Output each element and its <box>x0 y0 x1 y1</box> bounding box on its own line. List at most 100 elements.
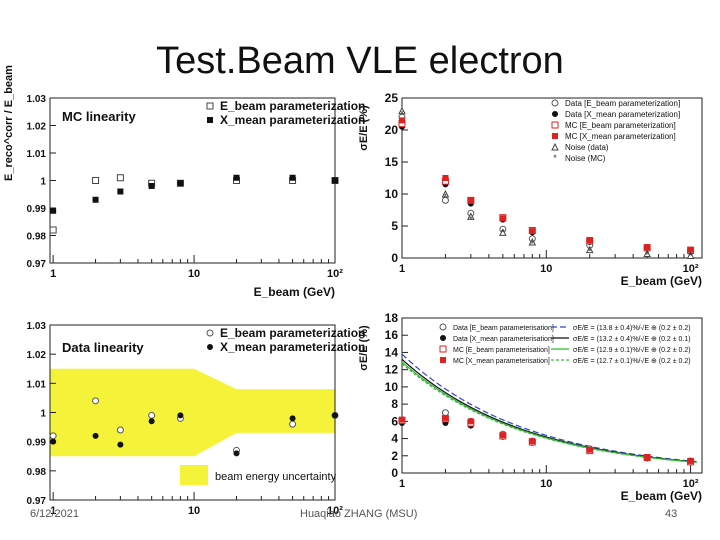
data-point: * <box>588 247 592 257</box>
data-point <box>441 189 450 198</box>
y-tick-label: 2 <box>391 449 398 463</box>
data-point <box>233 174 240 181</box>
chart-title: Data linearity <box>62 340 144 355</box>
legend-label: Data [X_mean parameterisation] <box>453 336 554 343</box>
x-axis-label: E_beam (GeV) <box>621 489 702 503</box>
data-point <box>332 177 338 184</box>
data-point <box>442 175 449 181</box>
y-axis-label: σE/E (%) <box>358 325 370 371</box>
legend-label: E_beam parameterization <box>220 326 365 340</box>
data-point <box>289 174 296 181</box>
data-point: * <box>469 215 473 225</box>
y-tick-label: 1.03 <box>27 321 47 332</box>
data-point <box>687 246 694 253</box>
data-point <box>117 188 124 195</box>
legend-label: E_beam parameterization <box>220 99 365 113</box>
x-tick-label: 10 <box>540 478 552 490</box>
data-point <box>117 441 124 448</box>
y-tick-label: 20 <box>385 123 399 137</box>
data-point <box>442 414 449 421</box>
x-axis-label: E_beam (GeV) <box>254 285 335 299</box>
band-legend-swatch <box>180 465 208 485</box>
data-point: * <box>501 227 505 237</box>
data-point <box>467 212 475 220</box>
y-tick-label: 14 <box>385 345 399 359</box>
data-point <box>467 418 474 425</box>
x-tick-label: 1 <box>399 478 405 490</box>
data-point <box>529 438 536 445</box>
legend-marker <box>207 117 213 123</box>
beam-uncertainty-band <box>50 368 335 457</box>
x-tick-label: 1 <box>50 268 56 280</box>
legend-marker <box>440 335 446 341</box>
y-tick-label: 0.97 <box>27 496 47 507</box>
x-tick-label: 1 <box>50 505 56 517</box>
y-tick-label: 1.03 <box>27 94 47 105</box>
data-point <box>92 432 99 439</box>
plot-frame <box>401 317 703 474</box>
y-tick-label: 1.02 <box>27 122 47 133</box>
y-tick-label: 16 <box>385 328 399 342</box>
data-point <box>233 450 240 457</box>
legend-label: Data [E_beam parameterisation] <box>453 325 554 332</box>
data-point <box>499 432 506 439</box>
data-point <box>467 197 474 204</box>
y-tick-label: 1.01 <box>27 379 47 390</box>
footer-page-number: 43 <box>665 508 678 520</box>
data-point <box>116 174 124 182</box>
data-point <box>499 228 507 236</box>
data-point <box>148 418 155 425</box>
mc-linearity-chart: 0.97 0.98 0.99 1 1.01 1.02 1.03 1 10 10² E_reco^co… <box>3 65 365 299</box>
data-point <box>687 457 694 464</box>
legend-label: Data [X_mean parameterization] <box>565 110 680 119</box>
data-point <box>332 412 338 419</box>
x-tick-label: 10² <box>327 268 343 280</box>
y-tick-label: 6 <box>391 414 398 428</box>
x-tick-label: 10 <box>188 505 200 517</box>
fit-curve <box>401 353 697 463</box>
data-point: * <box>531 239 535 249</box>
data-point <box>399 416 405 423</box>
x-tick-label: 10² <box>327 505 343 517</box>
y-tick-label: 18 <box>385 311 399 325</box>
plot-frame <box>401 97 703 259</box>
data-point: * <box>645 250 649 260</box>
y-tick-label: 0 <box>391 251 398 265</box>
data-point <box>148 183 155 189</box>
legend-marker <box>439 323 447 331</box>
legend-marker <box>206 102 214 110</box>
data-point <box>92 196 99 203</box>
band-legend-label: beam energy uncertainty <box>215 471 337 483</box>
legend-label: MC [E_beam parameterisation] <box>453 347 550 354</box>
footer-date: 6/12/2021 <box>30 508 79 520</box>
data-point <box>585 245 594 254</box>
y-tick-label: 1 <box>40 409 46 420</box>
data-point <box>644 244 651 251</box>
x-tick-label: 10² <box>683 263 699 275</box>
slide-title: Test.Beam VLE electron <box>156 40 564 82</box>
legend-label: MC [E_beam parameterization] <box>565 121 676 130</box>
resolution-bottom-chart: 0 2 4 6 8 10 12 14 16 18 1 10 10² σE/E (%) E_beam (GeV… <box>358 311 703 503</box>
data-point <box>399 117 405 124</box>
fit-legend-label: σE/E = (12.7 ± 0.1)%/√E ⊕ (0.2 ± 0.2) <box>573 357 691 365</box>
data-point <box>92 177 100 184</box>
y-tick-label: 1.02 <box>27 350 47 361</box>
chart-title: MC linearity <box>62 109 136 124</box>
legend-marker <box>551 121 559 129</box>
data-linearity-chart: 0.97 0.98 0.99 1 1.01 1.02 1.03 1 10 10² Data line… <box>27 321 366 517</box>
legend-marker <box>439 345 447 353</box>
y-axis-label: E_reco^corr / E_beam <box>3 65 15 181</box>
data-point <box>116 426 124 434</box>
data-point <box>398 106 406 115</box>
data-point: * <box>689 251 693 261</box>
x-tick-label: 10 <box>540 263 552 275</box>
fit-legend-label: σE/E = (12.9 ± 0.1)%/√E ⊕ (0.2 ± 0.2) <box>573 346 691 354</box>
y-tick-label: 15 <box>385 155 399 169</box>
legend-marker <box>206 329 214 337</box>
x-tick-label: 10 <box>188 268 200 280</box>
y-tick-label: 0.99 <box>27 204 47 215</box>
y-tick-label: 8 <box>391 397 398 411</box>
data-point <box>586 446 593 453</box>
x-tick-label: 1 <box>399 263 405 275</box>
legend-marker: * <box>553 153 557 163</box>
